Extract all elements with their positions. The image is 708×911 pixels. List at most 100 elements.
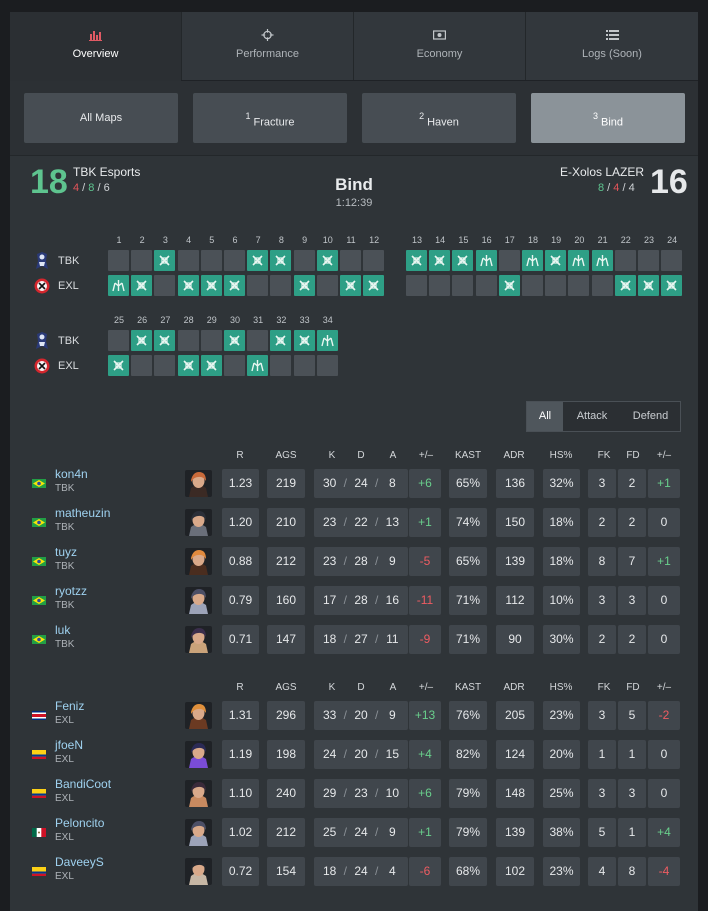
round-cell[interactable] [108, 275, 129, 296]
round-cell[interactable] [522, 250, 543, 271]
round-cell[interactable] [363, 250, 385, 271]
player-name[interactable]: tuyz [55, 545, 78, 559]
round-cell[interactable] [200, 250, 222, 271]
round-cell[interactable] [177, 275, 199, 296]
column-header-kast: KAST [454, 682, 482, 693]
column-header-adr: ADR [503, 682, 525, 693]
stat-kast: 65% [449, 469, 487, 498]
round-cell[interactable] [270, 330, 292, 351]
round-cell[interactable] [200, 355, 222, 376]
filter-all-button[interactable]: All [527, 402, 563, 431]
map-button-fracture[interactable]: 1Fracture [193, 93, 347, 143]
player-name[interactable]: jfoeN [55, 738, 84, 752]
round-cell[interactable] [131, 355, 153, 376]
round-cell[interactable] [177, 330, 199, 351]
player-name[interactable]: ryotzz [55, 584, 88, 598]
round-cell[interactable] [429, 250, 451, 271]
round-cell[interactable] [247, 275, 269, 296]
round-cell[interactable] [247, 330, 269, 351]
round-cell[interactable] [154, 250, 176, 271]
round-cell[interactable] [475, 275, 497, 296]
round-cell[interactable] [154, 275, 176, 296]
round-cell[interactable] [568, 275, 590, 296]
round-cell[interactable] [293, 250, 315, 271]
stat-k: 23 [322, 554, 337, 568]
round-cell[interactable] [522, 275, 543, 296]
team2-defense-rounds: 4 [613, 182, 620, 194]
round-cell[interactable] [108, 250, 129, 271]
tab-economy[interactable]: Economy [354, 12, 526, 80]
round-cell[interactable] [293, 330, 315, 351]
round-cell[interactable] [108, 330, 129, 351]
player-name[interactable]: BandiCoot [55, 777, 112, 791]
round-cell[interactable] [452, 250, 474, 271]
round-cell[interactable] [224, 275, 245, 296]
round-cell[interactable] [406, 275, 427, 296]
round-cell[interactable] [568, 250, 590, 271]
tab-overview[interactable]: Overview [10, 12, 182, 81]
round-cell[interactable] [247, 250, 269, 271]
filter-attack-button[interactable]: Attack [576, 410, 608, 422]
round-cell[interactable] [638, 250, 659, 271]
round-cell[interactable] [452, 275, 474, 296]
map-button-haven[interactable]: 2Haven [362, 93, 516, 143]
map-button-all[interactable]: All Maps [24, 93, 178, 143]
round-cell[interactable] [108, 355, 129, 376]
round-cell[interactable] [316, 250, 338, 271]
round-cell[interactable] [406, 250, 427, 271]
team1-name[interactable]: TBK Esports [73, 165, 141, 179]
round-cell[interactable] [293, 275, 315, 296]
brazil-flag-icon [32, 635, 46, 644]
stat-fd: 2 [618, 625, 646, 654]
round-cell[interactable] [340, 275, 361, 296]
round-cell[interactable] [131, 250, 153, 271]
round-cell[interactable] [270, 250, 292, 271]
round-cell[interactable] [224, 355, 245, 376]
round-cell[interactable] [200, 330, 222, 351]
round-cell[interactable] [429, 275, 451, 296]
round-cell[interactable] [270, 275, 292, 296]
round-cell[interactable] [614, 275, 636, 296]
elimination-icon [159, 335, 170, 346]
player-name[interactable]: matheuzin [55, 506, 111, 520]
round-cell[interactable] [316, 355, 338, 376]
map-button-bind[interactable]: 3Bind [531, 93, 685, 143]
round-cell[interactable] [293, 355, 315, 376]
round-cell[interactable] [498, 250, 520, 271]
filter-defend-button[interactable]: Defend [632, 410, 669, 422]
round-cell[interactable] [498, 275, 520, 296]
round-cell[interactable] [661, 275, 683, 296]
player-name[interactable]: Peloncito [55, 816, 105, 830]
round-cell[interactable] [340, 250, 361, 271]
team2-name[interactable]: E-Xolos LAZER [560, 165, 645, 179]
player-name[interactable]: luk [55, 623, 71, 637]
round-cell[interactable] [224, 250, 245, 271]
round-cell[interactable] [224, 330, 245, 351]
round-cell[interactable] [131, 275, 153, 296]
player-name[interactable]: Feniz [55, 699, 85, 713]
round-cell[interactable] [316, 275, 338, 296]
player-name[interactable]: kon4n [55, 467, 88, 481]
round-cell[interactable] [177, 355, 199, 376]
round-cell[interactable] [154, 330, 176, 351]
round-cell[interactable] [475, 250, 497, 271]
round-cell[interactable] [638, 275, 659, 296]
round-cell[interactable] [131, 330, 153, 351]
round-cell[interactable] [154, 355, 176, 376]
tab-performance[interactable]: Performance [182, 12, 354, 80]
round-cell[interactable] [545, 250, 567, 271]
round-cell[interactable] [591, 250, 613, 271]
round-cell[interactable] [247, 355, 269, 376]
player-name[interactable]: DaveeyS [55, 855, 104, 869]
round-cell[interactable] [661, 250, 683, 271]
round-cell[interactable] [545, 275, 567, 296]
round-cell[interactable] [316, 330, 338, 351]
round-cell[interactable] [270, 355, 292, 376]
round-cell[interactable] [591, 275, 613, 296]
round-cell[interactable] [177, 250, 199, 271]
round-cell[interactable] [200, 275, 222, 296]
round-cell[interactable] [614, 250, 636, 271]
stat-adr: 148 [496, 779, 534, 808]
tab-logs[interactable]: Logs (Soon) [526, 12, 698, 80]
round-cell[interactable] [363, 275, 385, 296]
